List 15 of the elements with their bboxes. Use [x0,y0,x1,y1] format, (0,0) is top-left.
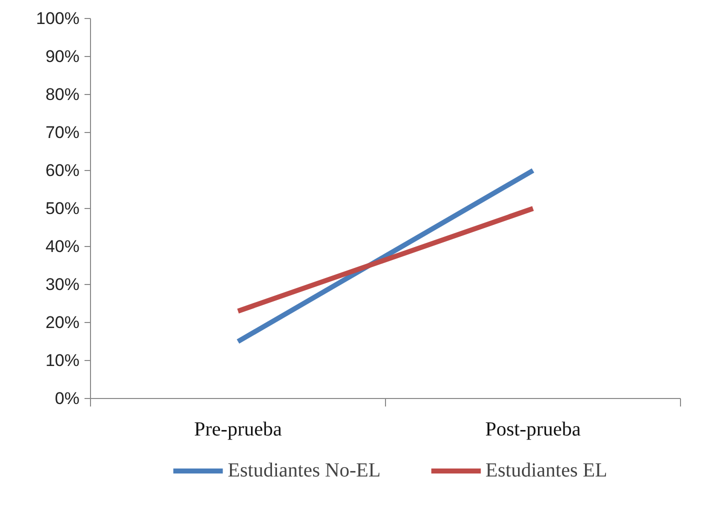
y-tick-label: 50% [45,199,80,218]
y-tick-label: 30% [45,275,80,294]
y-tick-label: 0% [54,389,80,408]
y-tick-label: 40% [45,237,80,256]
legend-label: Estudiantes No-EL [228,459,381,482]
y-tick-label: 70% [45,123,80,142]
x-tick-label: Pre-prueba [194,418,282,440]
y-tick-label: 90% [45,47,80,66]
y-tick-label: 60% [45,161,80,180]
x-tick-label: Post-prueba [485,418,581,440]
y-tick-label: 100% [36,9,80,28]
y-tick-label: 20% [45,313,80,332]
legend-label: Estudiantes EL [486,459,608,482]
y-tick-label: 10% [45,351,80,370]
y-tick-label: 80% [45,85,80,104]
